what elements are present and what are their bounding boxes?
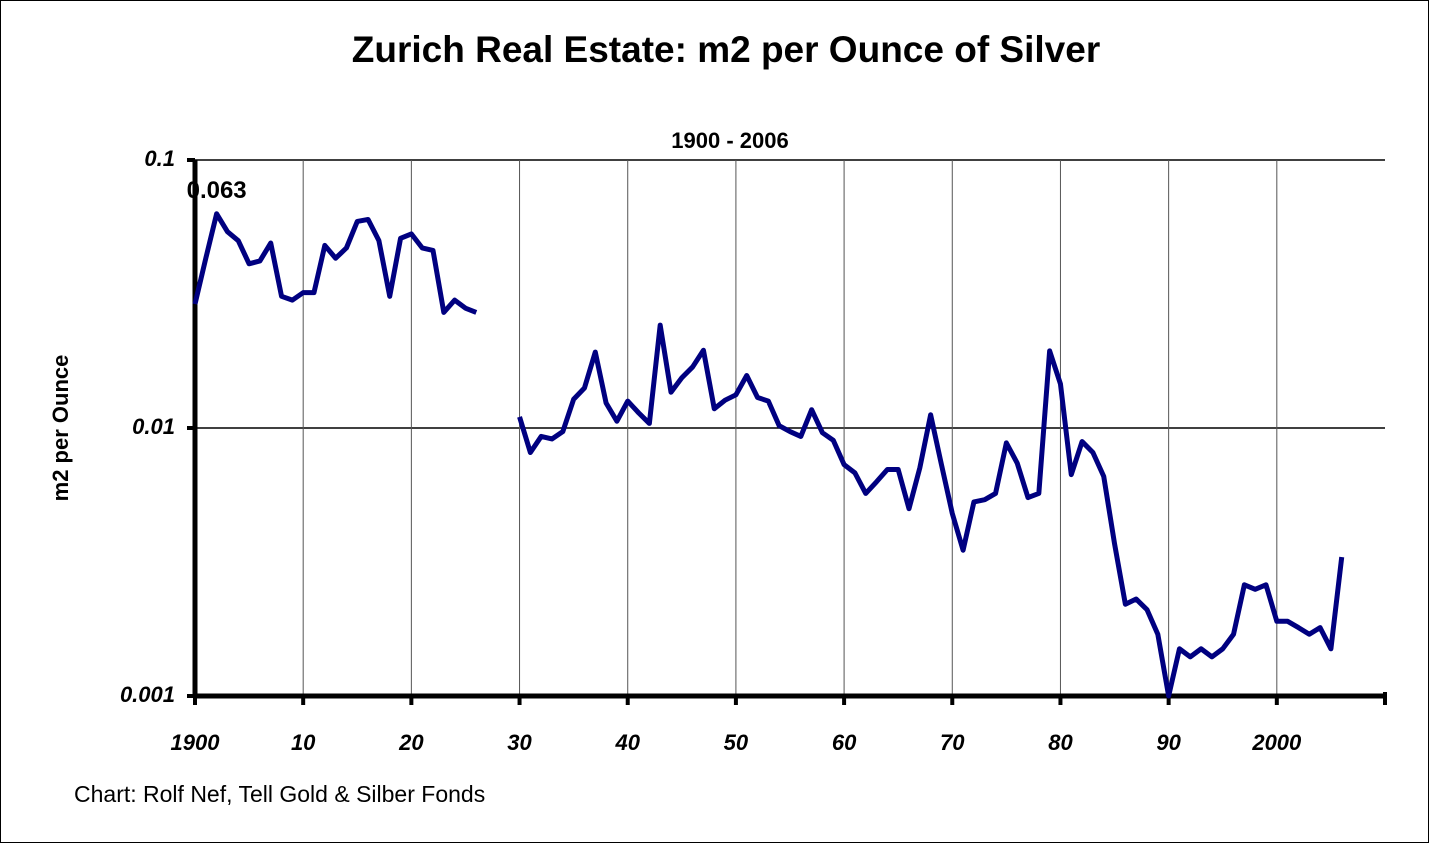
y-tick-label: 0.001 xyxy=(120,682,175,707)
annotation: 0.063 xyxy=(187,177,247,204)
x-tick-label: 2000 xyxy=(1251,730,1302,755)
line-series xyxy=(192,211,1345,699)
x-tick-label: 30 xyxy=(507,730,532,755)
chart-subtitle: 1900 - 2006 xyxy=(671,128,788,153)
x-tick-label: 50 xyxy=(724,730,749,755)
y-tick-label: 0.01 xyxy=(132,414,175,439)
chart-title: Zurich Real Estate: m2 per Ounce of Silv… xyxy=(352,29,1100,70)
x-tick-label: 90 xyxy=(1156,730,1181,755)
y-tick-label: 0.1 xyxy=(144,146,175,171)
x-tick-label: 20 xyxy=(398,730,424,755)
x-tick-label: 60 xyxy=(832,730,857,755)
x-tick-label: 1900 xyxy=(171,730,221,755)
x-tick-label: 40 xyxy=(614,730,640,755)
y-axis-label: m2 per Ounce xyxy=(48,355,73,502)
x-tick-label: 70 xyxy=(940,730,965,755)
x-tick-label: 10 xyxy=(291,730,316,755)
source: Chart: Rolf Nef, Tell Gold & Silber Fond… xyxy=(74,781,485,807)
x-tick-label: 80 xyxy=(1048,730,1073,755)
